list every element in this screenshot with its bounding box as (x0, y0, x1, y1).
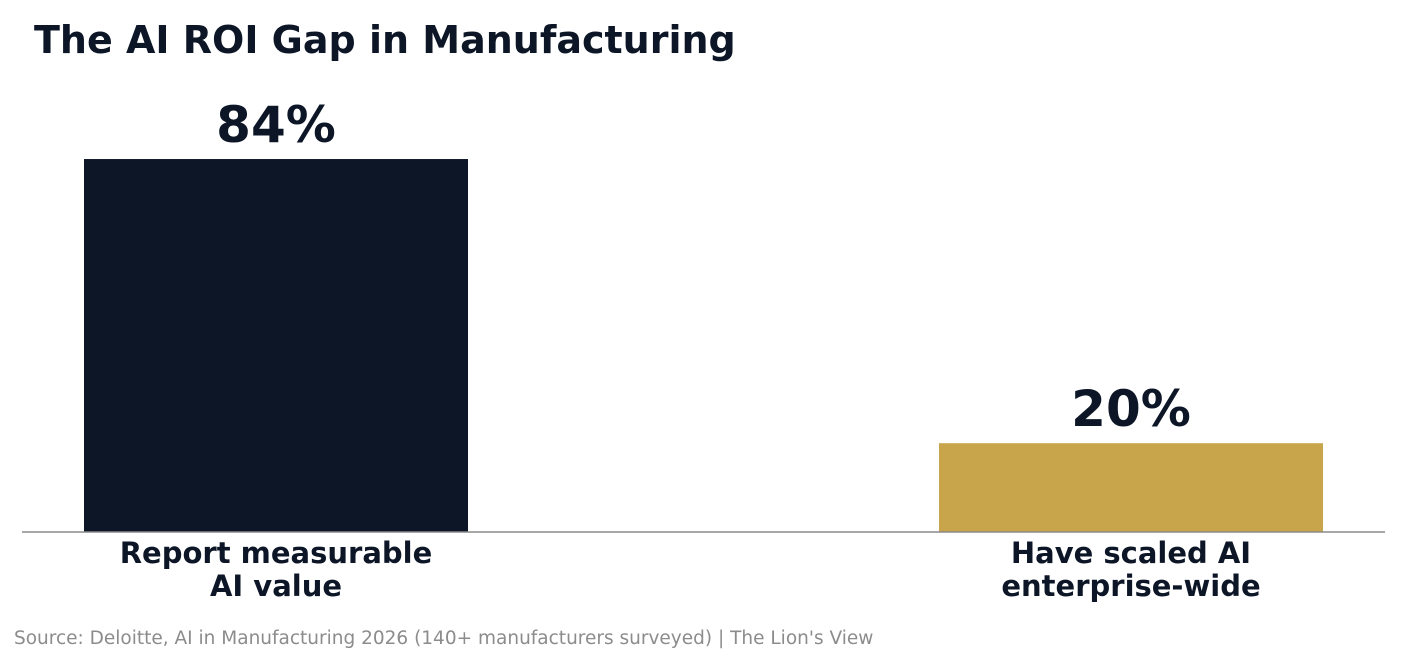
category-label-2-line-1: Have scaled AI (1011, 536, 1251, 570)
category-label-1-line-1: Report measurable (120, 536, 433, 570)
value-label-2: 20% (1071, 380, 1191, 438)
category-label-1-line-2: AI value (210, 569, 342, 603)
value-label-1: 84% (216, 96, 336, 154)
source-note: Source: Deloitte, AI in Manufacturing 20… (14, 628, 873, 649)
chart-title: The AI ROI Gap in Manufacturing (34, 18, 736, 62)
category-label-2-line-2: enterprise-wide (1001, 569, 1260, 603)
bar-1 (84, 159, 468, 533)
bar-2 (939, 443, 1323, 532)
